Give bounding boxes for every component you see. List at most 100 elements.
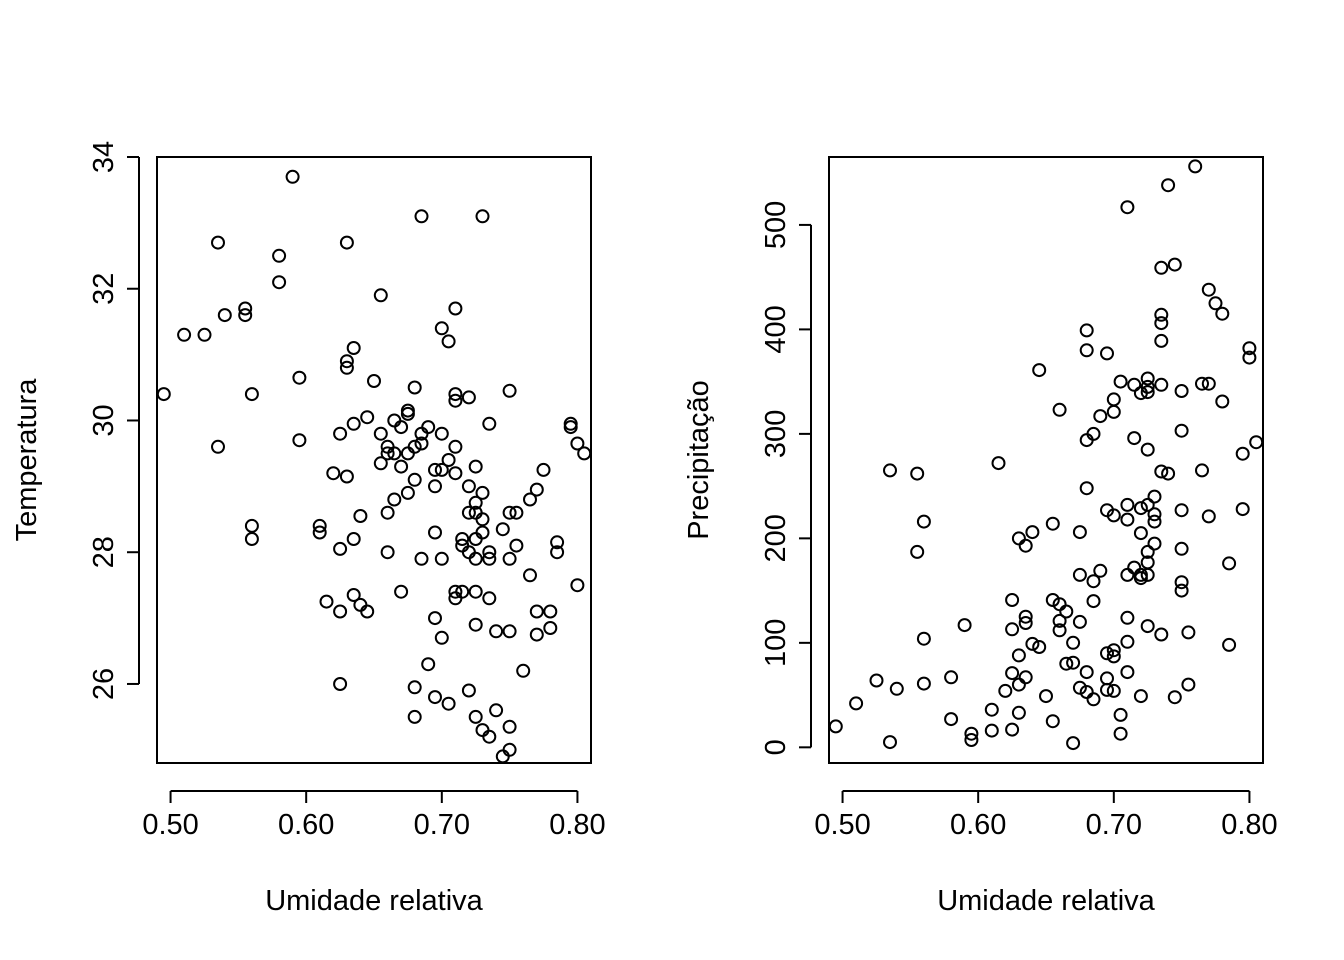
- data-point: [244, 532, 259, 546]
- data-point: [448, 439, 463, 454]
- data-point: [394, 459, 409, 474]
- data-point: [1140, 567, 1155, 582]
- data-point: [1181, 677, 1196, 692]
- data-point: [482, 545, 497, 560]
- data-point: [883, 463, 897, 478]
- data-point: [319, 594, 334, 609]
- data-point: [1195, 376, 1209, 391]
- data-point: [1079, 665, 1094, 680]
- data-point: [502, 551, 517, 566]
- data-point: [1011, 648, 1026, 663]
- data-point: [910, 544, 925, 559]
- data-point: [529, 482, 544, 497]
- data-point: [434, 426, 449, 441]
- data-point: [489, 703, 504, 718]
- data-point: [1120, 567, 1135, 582]
- data-point: [1106, 508, 1121, 523]
- data-point: [1133, 501, 1148, 516]
- data-point: [1188, 159, 1203, 174]
- data-point: [1195, 463, 1209, 478]
- data-point: [346, 341, 361, 355]
- data-point: [1133, 526, 1148, 541]
- data-points: [156, 169, 592, 764]
- data-point: [441, 334, 456, 349]
- data-point: [475, 723, 490, 738]
- data-point: [339, 360, 354, 375]
- data-point: [475, 209, 490, 224]
- data-point: [353, 509, 368, 523]
- data-point: [475, 485, 490, 500]
- data-point: [414, 551, 429, 566]
- data-point: [1059, 656, 1074, 671]
- data-point: [1120, 665, 1135, 680]
- y-tick-label: 28: [88, 536, 120, 568]
- data-point: [1005, 593, 1020, 607]
- data-point: [1181, 625, 1196, 640]
- data-point: [889, 681, 904, 696]
- data-point: [421, 420, 436, 435]
- data-point: [1093, 409, 1108, 424]
- data-point: [1140, 385, 1155, 400]
- y-tick-label: 30: [88, 404, 120, 436]
- data-point: [1106, 392, 1121, 407]
- data-point: [984, 702, 999, 717]
- data-point: [1167, 690, 1182, 705]
- data-point: [272, 275, 287, 290]
- data-point: [394, 584, 409, 599]
- data-point: [1174, 583, 1189, 598]
- data-point: [373, 426, 388, 441]
- y-axis: 26 28 30 32 34: [88, 141, 140, 700]
- data-point: [529, 627, 544, 642]
- x-tick-label: 0.60: [950, 809, 1006, 841]
- data-point: [333, 426, 348, 441]
- data-point: [461, 683, 476, 698]
- data-point: [509, 505, 524, 520]
- data-point: [360, 410, 375, 425]
- data-point: [1154, 260, 1169, 275]
- data-point: [292, 433, 307, 448]
- data-point: [1018, 616, 1033, 630]
- data-point: [1086, 574, 1101, 589]
- data-point: [991, 456, 1006, 471]
- data-point: [468, 459, 483, 474]
- data-point: [244, 387, 259, 402]
- data-point: [1113, 374, 1128, 389]
- data-point: [489, 624, 504, 639]
- data-point: [523, 568, 537, 583]
- data-point: [1052, 623, 1067, 638]
- data-point: [407, 380, 422, 395]
- data-point: [1045, 593, 1060, 607]
- data-point: [373, 288, 388, 303]
- data-point: [1147, 507, 1162, 522]
- data-point: [407, 680, 422, 695]
- data-point: [1018, 538, 1033, 553]
- data-point: [482, 591, 497, 606]
- data-point: [1079, 343, 1094, 358]
- data-point: [1222, 637, 1237, 652]
- data-point: [1059, 604, 1074, 619]
- data-points: [828, 159, 1264, 751]
- data-point: [339, 235, 354, 250]
- x-tick-label: 0.80: [549, 809, 605, 841]
- data-point: [957, 618, 972, 633]
- data-point: [211, 439, 225, 454]
- data-point: [461, 545, 476, 560]
- data-point: [1018, 670, 1033, 685]
- data-point: [380, 545, 395, 560]
- y-tick-label: 400: [760, 305, 792, 353]
- data-point: [333, 541, 348, 556]
- data-point: [1249, 435, 1264, 450]
- data-point: [211, 235, 225, 250]
- data-point: [1086, 692, 1101, 707]
- data-point: [468, 495, 483, 510]
- data-point: [441, 453, 456, 467]
- data-point: [475, 512, 490, 527]
- data-point: [1100, 671, 1114, 686]
- data-point: [543, 604, 558, 619]
- data-point: [428, 462, 442, 477]
- y-tick-label: 0: [760, 739, 792, 755]
- data-point: [1113, 707, 1128, 722]
- data-point: [448, 387, 463, 402]
- data-point: [468, 551, 483, 566]
- data-point: [1140, 442, 1155, 457]
